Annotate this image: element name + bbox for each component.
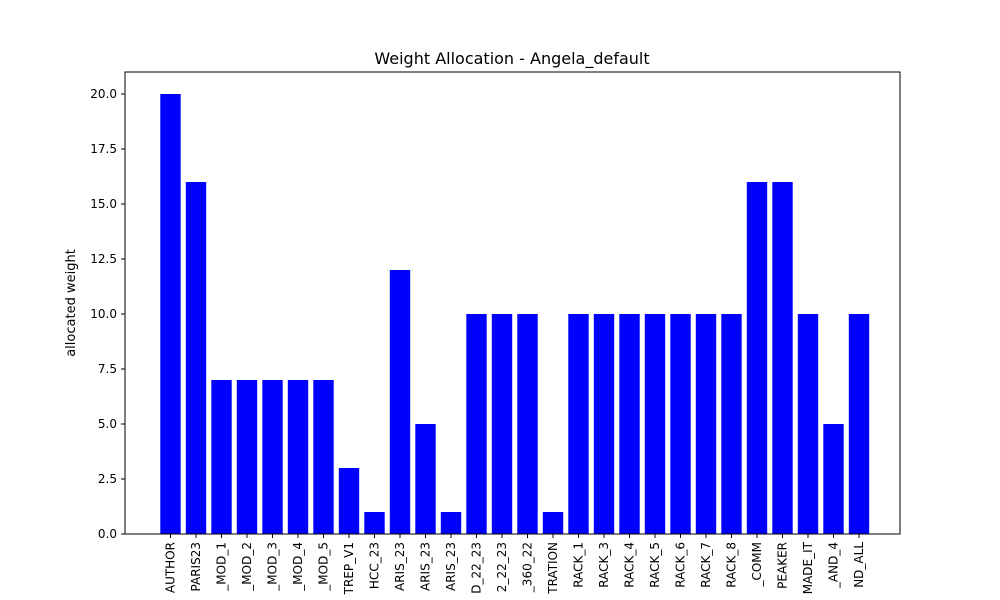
bar [823,424,844,534]
bar [695,314,717,534]
y-tick-label: 5.0 [98,417,117,431]
bar [440,512,462,534]
x-tick-label: _COMM [750,542,764,588]
bar [670,314,691,534]
x-tick-label: _MOD_1 [215,542,229,592]
bar [287,380,309,534]
x-tick-label: RACK_8 [725,542,739,588]
bar [466,314,487,534]
x-tick-label: ARIS_23 [444,542,458,591]
x-tick-label: 2_22_23 [495,542,509,592]
bar [491,314,513,534]
bar [160,94,181,534]
chart-title: Weight Allocation - Angela_default [374,49,649,69]
x-tick-label: ARIS_23 [393,542,407,591]
x-tick-label: TRATION [546,542,560,595]
x-tick-label: ND_ALL [852,542,866,588]
y-tick-label: 15.0 [90,197,117,211]
x-axis: AUTHOR PARIS23 _MOD_1 _MOD_2 _MOD_3 _MOD_4 _MO… [164,534,866,595]
x-tick-label: PARIS23 [189,542,203,591]
bar [211,380,232,534]
x-tick-label: _AND_4 [827,542,841,589]
x-tick-label: MADE_IT [801,541,815,594]
bar [797,314,819,534]
bar [593,314,615,534]
bar [364,512,385,534]
bar [721,314,742,534]
bar [236,380,258,534]
bar [185,182,207,534]
y-tick-label: 20.0 [90,87,117,101]
bar [542,512,564,534]
y-tick-label: 17.5 [90,142,117,156]
x-tick-label: TREP_V1 [342,542,356,595]
bar [338,468,360,534]
x-tick-label: PEAKER [776,542,790,589]
x-tick-label: RACK_4 [623,542,637,588]
bar [568,314,589,534]
x-tick-label: RACK_6 [674,542,688,588]
y-tick-label: 2.5 [98,472,117,486]
bar [517,314,538,534]
plot-frame [124,71,901,535]
y-tick-label: 0.0 [98,527,117,541]
x-tick-label: ARIS_23 [419,542,433,591]
bar [746,182,768,534]
x-tick-label: _MOD_3 [266,542,280,592]
bar [619,314,640,534]
bar [313,380,334,534]
bar [848,314,870,534]
bars-group [160,94,870,534]
x-tick-label: D_22_23 [470,542,484,594]
bar [772,182,793,534]
bar [262,380,283,534]
y-axis: 0.0 2.5 5.0 7.5 10.0 12.5 15.0 17.5 20.0 [90,87,125,541]
x-tick-label: _MOD_4 [291,542,305,592]
x-tick-label: _MOD_5 [317,542,331,592]
x-tick-label: _360_22 [521,542,535,593]
y-tick-label: 10.0 [90,307,117,321]
y-tick-label: 12.5 [90,252,117,266]
y-axis-label: allocated weight [64,249,79,357]
x-tick-label: _MOD_2 [240,542,254,592]
x-tick-label: RACK_3 [597,542,611,588]
bar [389,270,411,534]
x-tick-label: AUTHOR [164,542,178,593]
x-tick-label: RACK_1 [572,542,586,588]
x-tick-label: HCC_23 [368,542,382,589]
x-tick-label: RACK_5 [648,542,662,588]
bar [415,424,436,534]
y-tick-label: 7.5 [98,362,117,376]
x-tick-label: RACK_7 [699,542,713,588]
bar [644,314,666,534]
